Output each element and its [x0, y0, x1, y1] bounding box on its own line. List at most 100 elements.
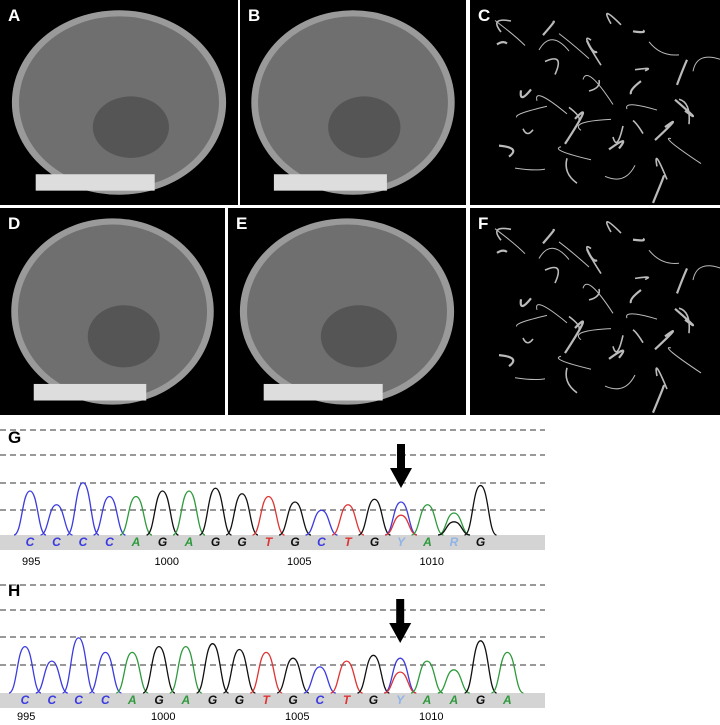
vessel: [608, 140, 625, 151]
arrow-icon: [396, 599, 405, 625]
trace-peak: [198, 487, 233, 536]
vessel: [585, 248, 598, 262]
vessel: [522, 128, 534, 135]
vessel: [519, 297, 532, 308]
vessel: [648, 41, 680, 56]
vessel: [612, 335, 624, 353]
base-call: G: [157, 535, 168, 549]
vessel: [498, 144, 515, 158]
position-number: 1000: [154, 556, 179, 568]
vessel: [692, 265, 720, 281]
vessel: [558, 241, 590, 268]
vessel: [565, 158, 578, 184]
panel-label: C: [478, 6, 491, 25]
base-call: A: [131, 535, 141, 549]
cerebellum: [92, 96, 169, 158]
vessel: [612, 125, 624, 144]
vessel: [538, 247, 570, 260]
vessel: [588, 79, 601, 92]
vessel: [498, 354, 515, 368]
base-call: C: [105, 535, 114, 549]
vessel: [558, 33, 590, 59]
vessel: [626, 313, 658, 320]
trace-peak: [40, 504, 73, 536]
trace-peak: [464, 640, 497, 694]
trace-peak: [331, 504, 365, 536]
trace-peak: [196, 643, 229, 694]
panel-b: B: [240, 0, 466, 205]
position-number: 1000: [151, 711, 176, 723]
vessel: [655, 157, 668, 180]
vessel: [496, 41, 508, 46]
base-call: A: [423, 535, 432, 549]
vessel: [582, 74, 614, 105]
vessel: [588, 288, 601, 301]
vessel: [604, 374, 636, 390]
vessel: [655, 367, 668, 390]
trace-peak: [278, 501, 312, 536]
trace-peak: [410, 660, 444, 694]
base-call: Y: [396, 535, 405, 549]
vessel: [651, 175, 665, 204]
panel-label: A: [8, 6, 21, 25]
trace-peak: [276, 657, 310, 694]
base-call: C: [52, 535, 61, 549]
vessel: [522, 337, 534, 344]
trace-peak: [115, 651, 149, 694]
vessel: [634, 67, 650, 72]
panel-label: E: [236, 214, 248, 233]
vessel: [496, 249, 508, 254]
position-number: 1010: [419, 556, 444, 568]
trace-peak: [66, 482, 100, 536]
vessel: [536, 95, 568, 115]
vessel: [626, 104, 658, 111]
vessel: [542, 228, 555, 245]
vessel: [516, 105, 548, 118]
trace-peak: [303, 666, 337, 694]
vessel: [678, 307, 691, 334]
vessel: [667, 347, 702, 374]
trace-peak: [358, 498, 391, 536]
trace-peak: [225, 493, 259, 536]
base-call: C: [20, 693, 30, 707]
chromatogram-h: H C C C C A G A G G T G C T G Y A A G A 995 1000 1005 1010: [0, 575, 545, 723]
base-call: T: [264, 535, 273, 549]
trace-peak: [146, 490, 179, 536]
base-strip: [0, 535, 545, 550]
vessel: [632, 119, 644, 134]
skull-base: [273, 174, 387, 191]
position-number: 1005: [287, 556, 312, 568]
base-call: A: [422, 693, 432, 707]
chromatogram-g: G C C C C A G A G G T G C T G Y A R G 995 1000 1005 1010: [0, 422, 545, 572]
base-call: A: [449, 693, 459, 707]
arrow-icon: [397, 444, 405, 470]
cerebellum: [328, 96, 401, 158]
skull-base: [263, 383, 383, 401]
base-call: G: [475, 535, 486, 549]
panel-label: H: [8, 581, 21, 600]
vessel: [629, 289, 642, 304]
panel-label: F: [478, 214, 489, 233]
vessel: [495, 227, 512, 241]
arrow-head-icon: [389, 623, 412, 643]
base-call: T: [344, 535, 352, 549]
panel-c: C: [470, 0, 720, 205]
vessel: [604, 165, 636, 180]
position-number: 995: [17, 711, 36, 723]
base-call: A: [503, 693, 512, 707]
base-call: G: [237, 535, 247, 549]
panel-label: D: [8, 214, 21, 233]
base-call: R: [449, 535, 459, 549]
trace-peak: [384, 514, 418, 536]
trace-peak: [437, 521, 471, 536]
vessel: [585, 40, 598, 54]
vessel: [516, 314, 548, 327]
trace-peak: [13, 490, 47, 536]
panel-label: G: [8, 428, 22, 447]
panel-f: F: [470, 208, 720, 415]
skull-base: [33, 383, 147, 401]
base-call: Y: [396, 693, 405, 707]
vessel: [514, 377, 546, 381]
position-number: 1005: [285, 711, 310, 723]
trace-peak: [61, 637, 96, 694]
